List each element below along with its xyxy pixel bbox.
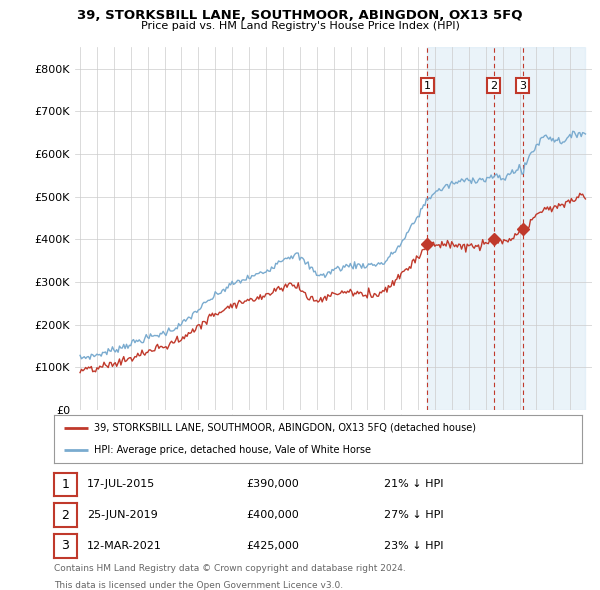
Text: 2: 2 — [490, 81, 497, 91]
Text: HPI: Average price, detached house, Vale of White Horse: HPI: Average price, detached house, Vale… — [94, 445, 371, 455]
Text: Price paid vs. HM Land Registry's House Price Index (HPI): Price paid vs. HM Land Registry's House … — [140, 21, 460, 31]
Text: £400,000: £400,000 — [246, 510, 299, 520]
Text: 2: 2 — [61, 509, 70, 522]
Text: 17-JUL-2015: 17-JUL-2015 — [87, 480, 155, 489]
Text: £390,000: £390,000 — [246, 480, 299, 489]
Text: Contains HM Land Registry data © Crown copyright and database right 2024.: Contains HM Land Registry data © Crown c… — [54, 564, 406, 573]
Text: 39, STORKSBILL LANE, SOUTHMOOR, ABINGDON, OX13 5FQ: 39, STORKSBILL LANE, SOUTHMOOR, ABINGDON… — [77, 9, 523, 22]
Text: 3: 3 — [519, 81, 526, 91]
Text: 1: 1 — [61, 478, 70, 491]
Text: 21% ↓ HPI: 21% ↓ HPI — [384, 480, 443, 489]
Bar — [427, 47, 586, 410]
Text: This data is licensed under the Open Government Licence v3.0.: This data is licensed under the Open Gov… — [54, 581, 343, 589]
Text: £425,000: £425,000 — [246, 541, 299, 550]
Text: 39, STORKSBILL LANE, SOUTHMOOR, ABINGDON, OX13 5FQ (detached house): 39, STORKSBILL LANE, SOUTHMOOR, ABINGDON… — [94, 423, 476, 433]
Text: 12-MAR-2021: 12-MAR-2021 — [87, 541, 162, 550]
Text: 25-JUN-2019: 25-JUN-2019 — [87, 510, 158, 520]
Text: 27% ↓ HPI: 27% ↓ HPI — [384, 510, 443, 520]
Text: 23% ↓ HPI: 23% ↓ HPI — [384, 541, 443, 550]
Text: 1: 1 — [424, 81, 431, 91]
Text: 3: 3 — [61, 539, 70, 552]
